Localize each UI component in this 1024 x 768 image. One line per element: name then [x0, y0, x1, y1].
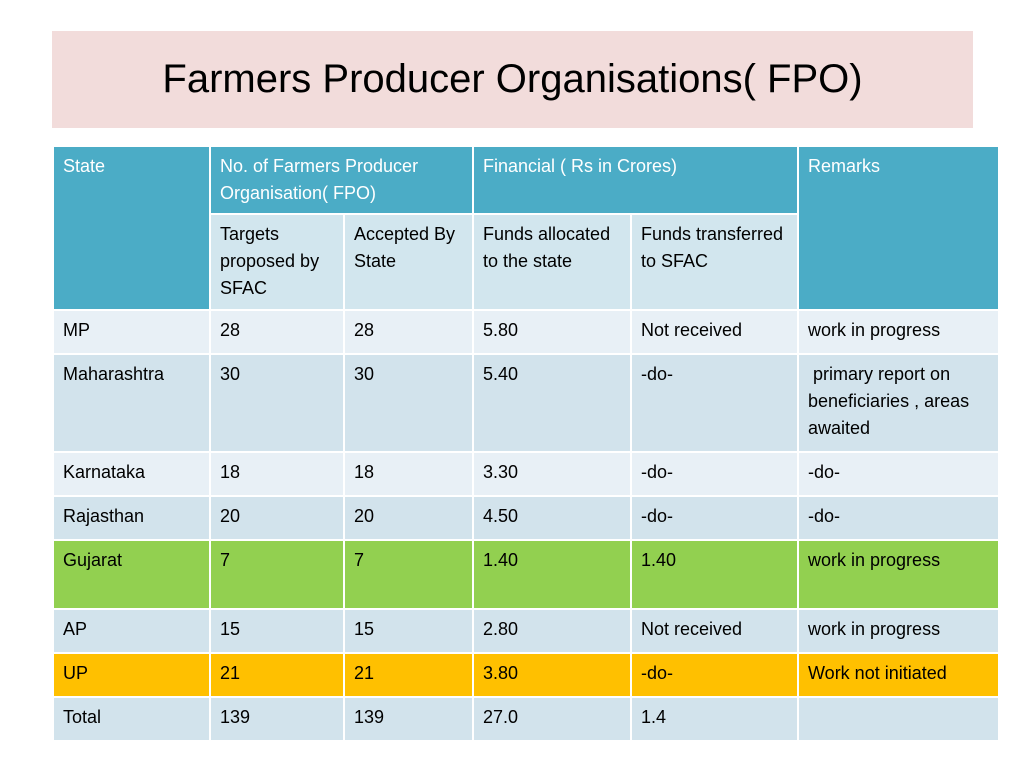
cell-transferred: 1.4: [629, 696, 800, 742]
cell-targets: 30: [209, 353, 345, 453]
cell-accepted: 20: [343, 495, 474, 541]
title-banner: Farmers Producer Organisations( FPO): [52, 31, 973, 128]
cell-transferred: -do-: [629, 652, 800, 698]
cell-accepted: 21: [343, 652, 474, 698]
header-targets: Targets proposed by SFAC: [209, 213, 345, 311]
table-row: MP 28 28 5.80 Not received work in progr…: [52, 309, 1001, 355]
cell-transferred: Not received: [629, 309, 800, 355]
cell-remarks: work in progress: [797, 309, 1001, 355]
cell-targets: 139: [209, 696, 345, 742]
cell-targets: 20: [209, 495, 345, 541]
header-funds-transferred: Funds transferred to SFAC: [629, 213, 800, 311]
cell-transferred: Not received: [629, 608, 800, 654]
header-remarks: Remarks: [797, 145, 1001, 311]
header-accepted: Accepted By State: [343, 213, 474, 311]
cell-remarks: Work not initiated: [797, 652, 1001, 698]
cell-allocated: 3.30: [472, 451, 632, 497]
cell-transferred: -do-: [629, 451, 800, 497]
cell-state: Gujarat: [52, 539, 211, 610]
cell-remarks: primary report on beneficiaries , areas …: [797, 353, 1001, 453]
cell-state: Total: [52, 696, 211, 742]
cell-accepted: 15: [343, 608, 474, 654]
cell-allocated: 3.80: [472, 652, 632, 698]
cell-allocated: 5.40: [472, 353, 632, 453]
table-row: Total 139 139 27.0 1.4: [52, 696, 1001, 742]
cell-remarks: work in progress: [797, 608, 1001, 654]
cell-targets: 21: [209, 652, 345, 698]
cell-accepted: 30: [343, 353, 474, 453]
table-row: Rajasthan 20 20 4.50 -do- -do-: [52, 495, 1001, 541]
cell-allocated: 4.50: [472, 495, 632, 541]
cell-remarks: work in progress: [797, 539, 1001, 610]
header-financial: Financial ( Rs in Crores): [471, 145, 800, 215]
cell-transferred: -do-: [629, 495, 800, 541]
cell-accepted: 7: [343, 539, 474, 610]
header-state: State: [52, 145, 211, 311]
table-row: AP 15 15 2.80 Not received work in progr…: [52, 608, 1001, 654]
cell-targets: 7: [209, 539, 345, 610]
cell-allocated: 1.40: [472, 539, 632, 610]
cell-state: Karnataka: [52, 451, 211, 497]
cell-allocated: 5.80: [472, 309, 632, 355]
fpo-table: State No. of Farmers Producer Organisati…: [52, 145, 1001, 742]
cell-state: Maharashtra: [52, 353, 211, 453]
cell-accepted: 18: [343, 451, 474, 497]
header-funds-allocated: Funds allocated to the state: [472, 213, 632, 311]
table-row: Karnataka 18 18 3.30 -do- -do-: [52, 451, 1001, 497]
cell-targets: 28: [209, 309, 345, 355]
table-row: UP 21 21 3.80 -do- Work not initiated: [52, 652, 1001, 698]
page-title: Farmers Producer Organisations( FPO): [162, 57, 863, 101]
cell-state: MP: [52, 309, 211, 355]
cell-remarks: -do-: [797, 451, 1001, 497]
header-no-of-fpo: No. of Farmers Producer Organisation( FP…: [209, 145, 474, 215]
cell-targets: 15: [209, 608, 345, 654]
cell-state: Rajasthan: [52, 495, 211, 541]
cell-accepted: 28: [343, 309, 474, 355]
cell-accepted: 139: [343, 696, 474, 742]
cell-remarks: -do-: [797, 495, 1001, 541]
cell-state: AP: [52, 608, 211, 654]
cell-allocated: 2.80: [472, 608, 632, 654]
table-row: Gujarat 7 7 1.40 1.40 work in progress: [52, 539, 1001, 610]
cell-transferred: 1.40: [629, 539, 800, 610]
cell-transferred: -do-: [629, 353, 800, 453]
cell-remarks: [797, 696, 1001, 742]
table-row: Maharashtra 30 30 5.40 -do- primary repo…: [52, 353, 1001, 453]
cell-allocated: 27.0: [472, 696, 632, 742]
cell-targets: 18: [209, 451, 345, 497]
cell-state: UP: [52, 652, 211, 698]
